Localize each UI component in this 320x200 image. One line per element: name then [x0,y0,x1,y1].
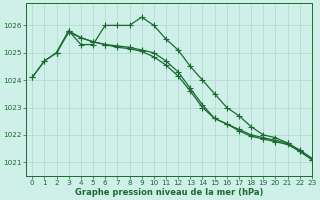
X-axis label: Graphe pression niveau de la mer (hPa): Graphe pression niveau de la mer (hPa) [75,188,263,197]
